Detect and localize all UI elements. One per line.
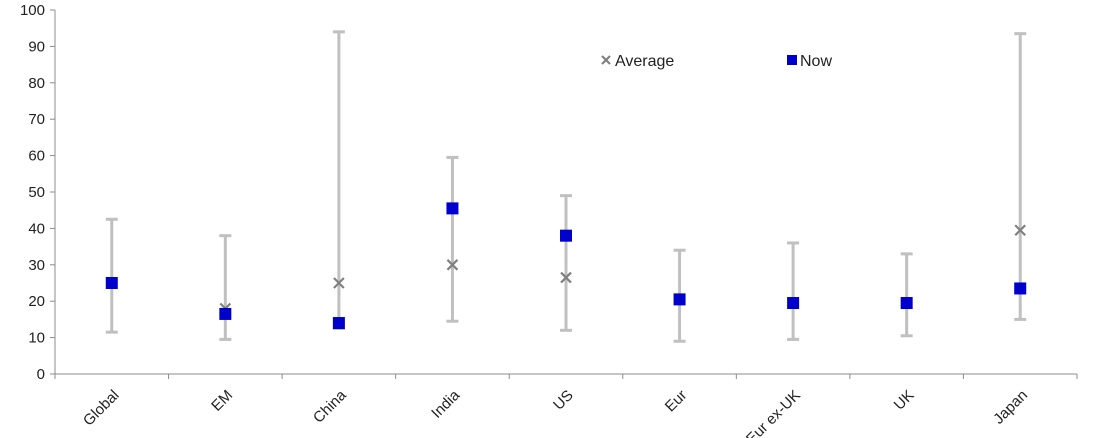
y-tick-label: 40 [28, 220, 45, 237]
average-point [560, 271, 572, 284]
now-point [673, 293, 686, 306]
now-point [105, 277, 118, 289]
axes: 0 10 20 30 40 50 60 70 80 90 100 Global EM China India… [20, 2, 1078, 438]
legend: Average Now [601, 53, 832, 70]
y-tick-label: 90 [28, 38, 45, 55]
y-tick-label: 60 [28, 148, 45, 165]
now-point [787, 297, 800, 310]
y-tick-label: 30 [28, 257, 45, 274]
now-point [332, 317, 345, 330]
markers [105, 202, 1027, 330]
x-tick-label: US [550, 387, 577, 414]
x-tick-label: Japan [990, 387, 1031, 428]
average-point [1014, 224, 1026, 236]
legend-average-label: Average [615, 53, 674, 70]
now-point [446, 202, 459, 215]
average-point [446, 259, 459, 271]
y-tick-label: 80 [28, 75, 45, 92]
x-tick-label: Eur ex-UK [743, 387, 804, 438]
y-tick-label: 10 [28, 330, 45, 347]
range-bars [105, 30, 1027, 343]
y-tick-label: 70 [28, 111, 45, 128]
x-tick-label: China [310, 386, 350, 426]
legend-now-marker [787, 55, 797, 65]
x-tick-label: UK [891, 387, 918, 414]
now-point [1014, 282, 1027, 295]
y-tick-label: 50 [28, 184, 45, 201]
x-tick-label: India [428, 386, 463, 421]
now-point [219, 307, 232, 320]
y-tick-label: 0 [37, 366, 45, 383]
average-point [333, 277, 345, 289]
legend-now-label: Now [800, 53, 832, 70]
now-point [900, 297, 913, 310]
x-tick-label: EM [208, 387, 236, 415]
now-point [560, 229, 572, 242]
y-tick-label: 20 [28, 293, 45, 310]
y-tick-label: 100 [20, 2, 45, 19]
x-tick-label: Global [80, 387, 123, 430]
legend-average-marker [601, 55, 611, 65]
x-tick-label: Eur [662, 387, 691, 416]
